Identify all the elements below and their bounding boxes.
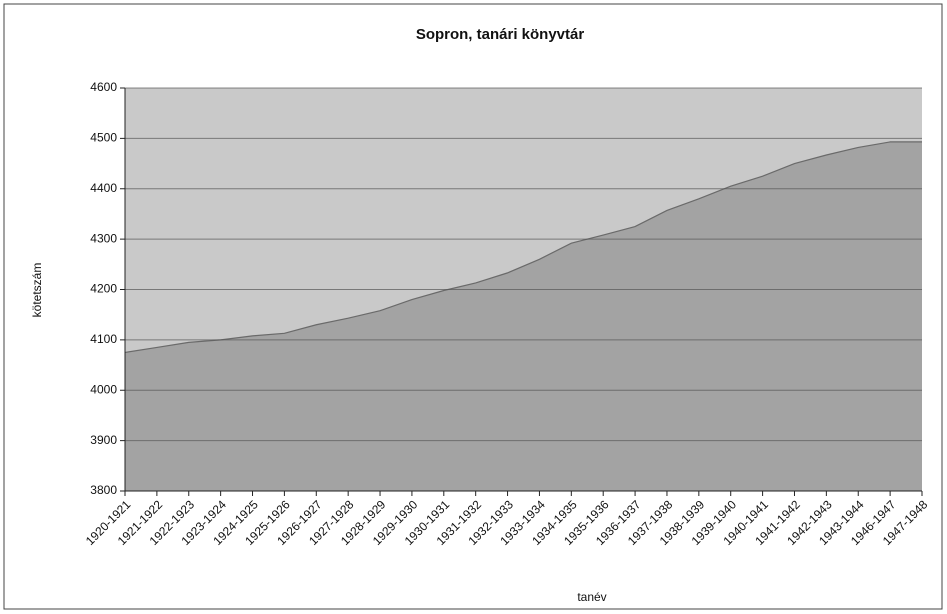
y-tick-label: 3900	[90, 433, 117, 447]
chart-title: Sopron, tanári könyvtár	[416, 26, 585, 43]
area	[125, 141, 922, 491]
y-tick-label: 4200	[90, 282, 117, 296]
y-axis-title: kötetszám	[30, 263, 44, 318]
y-tick-label: 4400	[90, 181, 117, 195]
x-axis-title: tanév	[577, 590, 606, 604]
y-tick-label: 4300	[90, 231, 117, 245]
y-tick-label: 3800	[90, 483, 117, 497]
y-tick-label: 4100	[90, 332, 117, 346]
y-tick-label: 4600	[90, 80, 117, 94]
area-line	[124, 141, 922, 354]
y-tick-label: 4500	[90, 131, 117, 145]
y-tick-label: 4000	[90, 382, 117, 396]
